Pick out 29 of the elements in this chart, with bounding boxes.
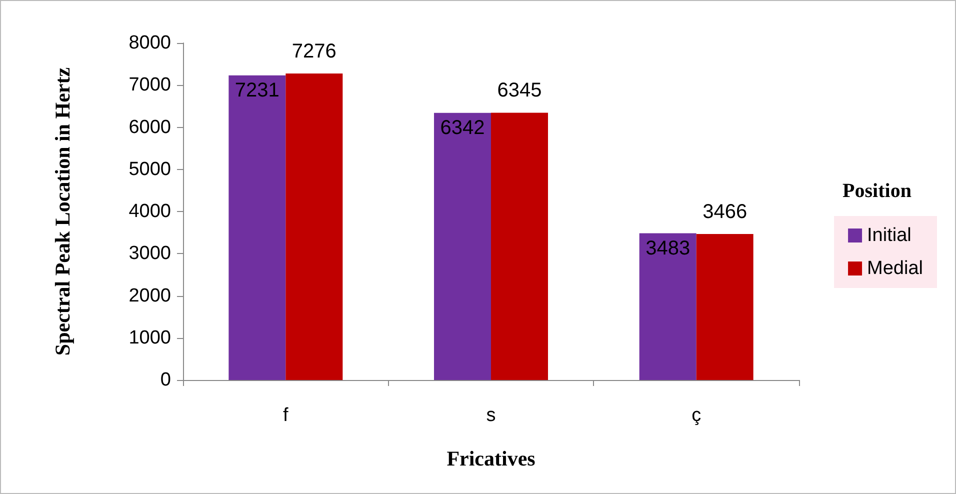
y-tick-label: 0 [160, 370, 171, 390]
bar [228, 75, 286, 380]
legend-label: Initial [867, 225, 912, 246]
data-label: 6342 [440, 116, 485, 139]
data-label: 7276 [292, 40, 336, 62]
data-label: 6345 [497, 80, 542, 102]
y-tick-label: 2000 [128, 285, 171, 306]
data-label: 7231 [234, 79, 280, 102]
y-tick-label: 3000 [128, 243, 171, 264]
legend-title: Position [842, 180, 912, 203]
y-tick-label: 7000 [128, 74, 171, 96]
bar [639, 233, 696, 380]
bar [286, 74, 343, 380]
y-tick-label: 1000 [128, 327, 171, 348]
data-label: 3466 [702, 200, 748, 223]
bar [434, 112, 491, 380]
x-tick-label: f [283, 405, 290, 426]
y-tick-label: 5000 [128, 158, 171, 180]
y-axis-title: Spectral Peak Location in Hertz [50, 67, 74, 356]
x-tick-label: ç [692, 405, 702, 426]
data-label: 3483 [646, 237, 690, 260]
legend-label: Medial [867, 258, 924, 279]
x-axis-title: Fricatives [446, 446, 536, 470]
y-tick-label: 4000 [128, 201, 171, 222]
bar [696, 234, 754, 380]
bar [491, 112, 548, 380]
y-tick-label: 8000 [128, 32, 171, 54]
y-tick-label: 6000 [128, 116, 171, 138]
x-tick-label: s [486, 405, 496, 426]
